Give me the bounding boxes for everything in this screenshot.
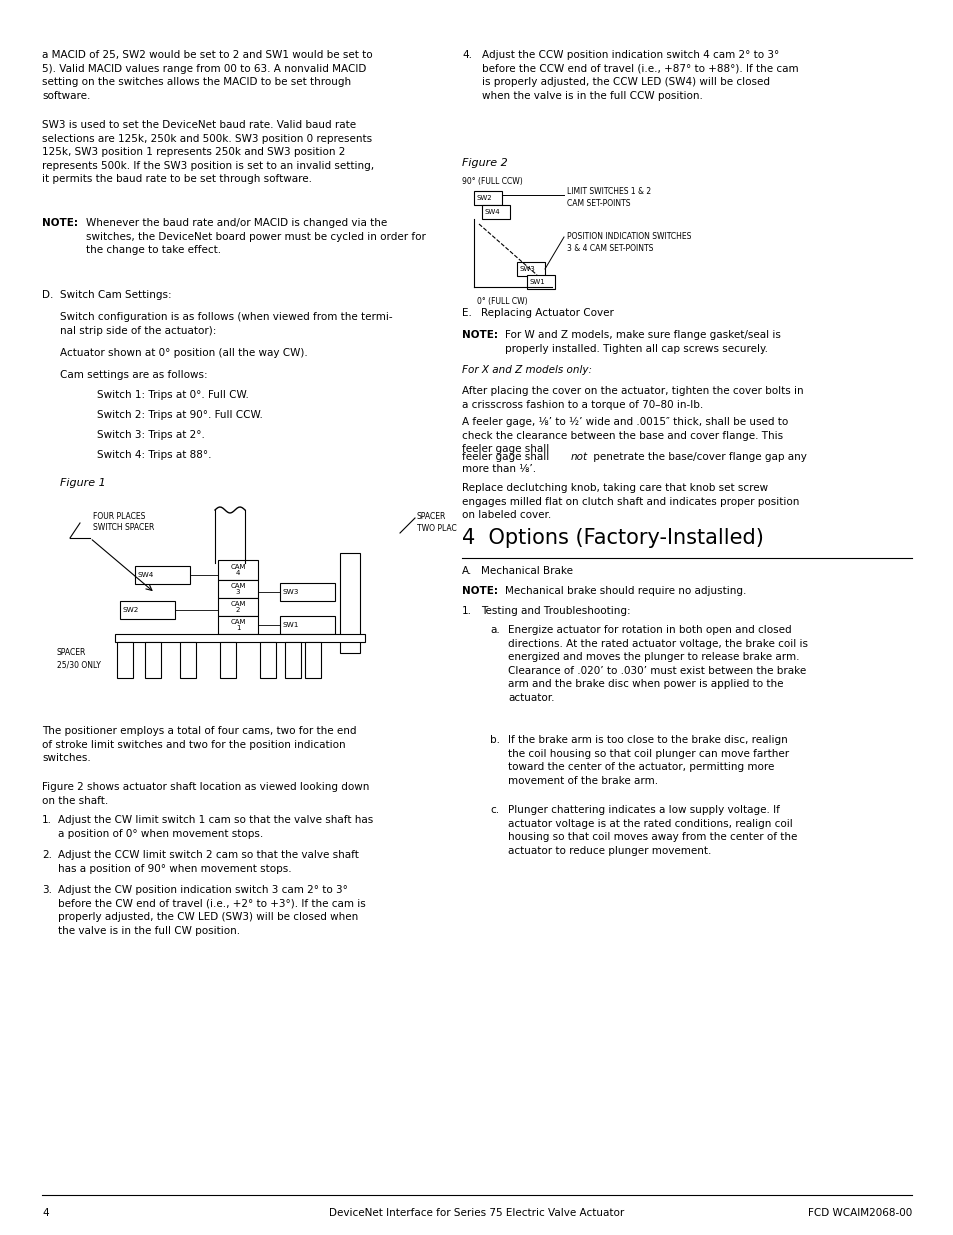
Text: CAM SET-POINTS: CAM SET-POINTS [566,199,630,207]
Text: c.: c. [490,805,498,815]
Text: A feeler gage, ⅛’ to ½’ wide and .0015″ thick, shall be used to
check the cleara: A feeler gage, ⅛’ to ½’ wide and .0015″ … [461,417,787,454]
Text: Switch 2: Trips at 90°. Full CCW.: Switch 2: Trips at 90°. Full CCW. [97,410,263,420]
Text: Testing and Troubleshooting:: Testing and Troubleshooting: [480,606,630,616]
Text: 90° (FULL CCW): 90° (FULL CCW) [461,177,522,186]
Text: 1.: 1. [461,606,472,616]
Text: CAM
2: CAM 2 [230,600,246,614]
Text: NOTE:: NOTE: [461,330,497,340]
Text: Switch configuration is as follows (when viewed from the termi-
nal strip side o: Switch configuration is as follows (when… [60,312,393,336]
Text: After placing the cover on the actuator, tighten the cover bolts in
a crisscross: After placing the cover on the actuator,… [461,387,802,410]
Text: Switch Cam Settings:: Switch Cam Settings: [60,290,172,300]
Bar [517,262,544,275]
Text: Adjust the CCW limit switch 2 cam so that the valve shaft
has a position of 90° : Adjust the CCW limit switch 2 cam so tha… [58,850,358,873]
Text: 4: 4 [42,1208,49,1218]
Text: The positioner employs a total of four cams, two for the end
of stroke limit swi: The positioner employs a total of four c… [42,726,356,763]
Bar [115,634,365,642]
Text: Figure 1: Figure 1 [60,478,106,488]
Text: SW3: SW3 [519,266,536,272]
Text: not: not [571,452,587,462]
Text: FOUR PLACES: FOUR PLACES [92,513,145,521]
Bar [218,598,257,616]
Bar [280,616,335,634]
Text: 25/30 ONLY: 25/30 ONLY [57,659,101,669]
Text: Adjust the CW position indication switch 3 cam 2° to 3°
before the CW end of tra: Adjust the CW position indication switch… [58,885,365,936]
Text: Adjust the CCW position indication switch 4 cam 2° to 3°
before the CCW end of t: Adjust the CCW position indication switc… [481,49,798,101]
Bar [481,205,510,219]
Text: SW2: SW2 [476,195,492,201]
Text: SW3: SW3 [283,589,299,595]
Bar [117,642,132,678]
Text: NOTE:: NOTE: [42,219,78,228]
Text: A.: A. [461,566,472,576]
Text: If the brake arm is too close to the brake disc, realign
the coil housing so tha: If the brake arm is too close to the bra… [507,735,788,785]
Text: SPACER: SPACER [416,513,446,521]
Text: SW3 is used to set the DeviceNet baud rate. Valid baud rate
selections are 125k,: SW3 is used to set the DeviceNet baud ra… [42,120,374,184]
Text: Whenever the baud rate and/or MACID is changed via the
switches, the DeviceNet b: Whenever the baud rate and/or MACID is c… [86,219,425,256]
Bar [474,191,501,205]
Bar [220,642,235,678]
Text: Figure 2 shows actuator shaft location as viewed looking down
on the shaft.: Figure 2 shows actuator shaft location a… [42,782,369,805]
Text: Replacing Actuator Cover: Replacing Actuator Cover [480,308,613,317]
Text: DeviceNet Interface for Series 75 Electric Valve Actuator: DeviceNet Interface for Series 75 Electr… [329,1208,624,1218]
Text: 4  Options (Factory-Installed): 4 Options (Factory-Installed) [461,529,763,548]
Text: 4.: 4. [461,49,472,61]
Text: CAM
4: CAM 4 [230,563,246,577]
Text: 1.: 1. [42,815,52,825]
Text: Cam settings are as follows:: Cam settings are as follows: [60,370,208,380]
Text: E.: E. [461,308,472,317]
Text: FCD WCAIM2068-00: FCD WCAIM2068-00 [807,1208,911,1218]
Text: For X and Z models only:: For X and Z models only: [461,366,592,375]
Bar [280,583,335,601]
Text: b.: b. [490,735,499,745]
Text: SW1: SW1 [530,279,545,285]
Text: SWITCH SPACER: SWITCH SPACER [92,522,154,532]
Text: CAM
1: CAM 1 [230,619,246,631]
Text: CAM
3: CAM 3 [230,583,246,595]
Bar [180,642,195,678]
Bar [218,616,257,634]
Text: Plunger chattering indicates a low supply voltage. If
actuator voltage is at the: Plunger chattering indicates a low suppl… [507,805,797,856]
Text: feeler gage shall: feeler gage shall [461,452,552,462]
Text: POSITION INDICATION SWITCHES: POSITION INDICATION SWITCHES [566,232,691,241]
Bar [285,642,301,678]
Text: NOTE:: NOTE: [461,585,497,597]
Text: 3 & 4 CAM SET-POINTS: 3 & 4 CAM SET-POINTS [566,245,653,253]
Text: TWO PLAC: TWO PLAC [416,524,456,534]
Text: Actuator shown at 0° position (all the way CW).: Actuator shown at 0° position (all the w… [60,348,308,358]
Text: D.: D. [42,290,53,300]
Bar [218,559,257,580]
Text: a.: a. [490,625,499,635]
Text: Mechanical brake should require no adjusting.: Mechanical brake should require no adjus… [504,585,745,597]
Text: Figure 2: Figure 2 [461,158,507,168]
Text: Replace declutching knob, taking care that knob set screw
engages milled flat on: Replace declutching knob, taking care th… [461,483,799,520]
Bar [120,601,174,619]
Text: 3.: 3. [42,885,52,895]
Text: more than ⅛’.: more than ⅛’. [461,464,536,474]
Text: SW2: SW2 [123,606,139,613]
Text: SW4: SW4 [138,572,154,578]
Text: Adjust the CW limit switch 1 cam so that the valve shaft has
a position of 0° wh: Adjust the CW limit switch 1 cam so that… [58,815,373,839]
Text: penetrate the base/cover flange gap any: penetrate the base/cover flange gap any [589,452,806,462]
Text: Switch 3: Trips at 2°.: Switch 3: Trips at 2°. [97,430,205,440]
Bar [145,642,161,678]
Bar [339,553,359,653]
Text: a MACID of 25, SW2 would be set to 2 and SW1 would be set to
5). Valid MACID val: a MACID of 25, SW2 would be set to 2 and… [42,49,373,101]
Text: Switch 4: Trips at 88°.: Switch 4: Trips at 88°. [97,450,212,459]
Text: 2.: 2. [42,850,52,860]
Bar [305,642,320,678]
Text: Mechanical Brake: Mechanical Brake [480,566,573,576]
Bar [260,642,275,678]
Bar [135,566,190,584]
Bar [526,275,555,289]
Text: LIMIT SWITCHES 1 & 2: LIMIT SWITCHES 1 & 2 [566,186,651,196]
Text: Switch 1: Trips at 0°. Full CW.: Switch 1: Trips at 0°. Full CW. [97,390,249,400]
Text: Energize actuator for rotation in both open and closed
directions. At the rated : Energize actuator for rotation in both o… [507,625,807,703]
Text: SPACER: SPACER [57,648,87,657]
Text: 0° (FULL CW): 0° (FULL CW) [476,296,527,306]
Text: SW1: SW1 [283,622,299,629]
Text: For W and Z models, make sure flange gasket/seal is
properly installed. Tighten : For W and Z models, make sure flange gas… [504,330,781,353]
Bar [218,580,257,598]
Text: SW4: SW4 [484,209,500,215]
